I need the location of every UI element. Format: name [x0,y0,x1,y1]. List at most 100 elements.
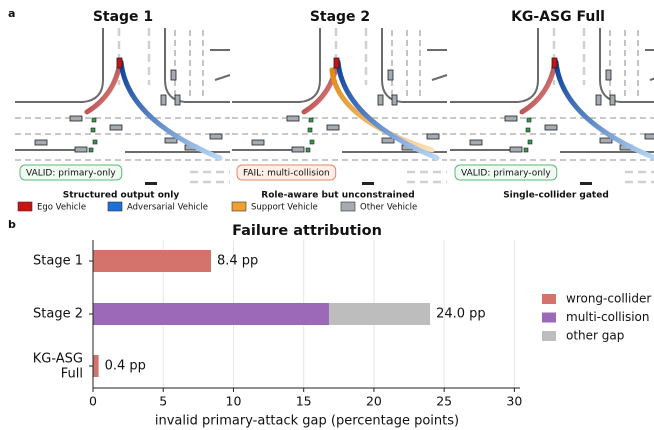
other-vehicle [165,138,177,143]
other-vehicle [292,147,304,152]
bar-segment [93,250,211,272]
other-vehicle [600,138,612,143]
total-label: 0.4 pp [105,359,146,374]
other-vehicle [35,140,47,145]
other-vehicle [392,95,397,105]
marker [526,128,530,132]
other-vehicle [610,95,615,105]
other-vehicle [252,140,264,145]
other-vehicle [427,134,439,139]
road [427,50,447,80]
other-vehicle [470,140,482,145]
other-vehicle [388,70,393,80]
x-tick-label: 5 [159,394,167,409]
legend-swatch [18,202,32,211]
road [175,30,203,100]
other-vehicle [545,125,557,130]
legend-label: Adversarial Vehicle [127,203,208,213]
y-tick-label: Stage 2 [33,307,83,322]
adversarial-trajectory [556,62,654,158]
scene-caption: Single-collider gated [503,191,609,201]
marker [308,128,312,132]
road [407,172,447,182]
x-tick-label: 30 [506,394,522,409]
other-vehicle [171,70,176,80]
x-tick-label: 10 [226,394,242,409]
legend-label: other gap [566,329,624,343]
legend-swatch [542,313,556,323]
other-vehicle [505,116,517,121]
other-vehicle [645,134,654,139]
legend-label: Other Vehicle [360,203,417,213]
car-mark [362,182,374,185]
marker [310,140,314,144]
other-vehicle [75,147,87,152]
other-vehicle [70,116,82,121]
total-label: 8.4 pp [217,254,258,269]
scene-title: Stage 1 [93,9,153,25]
car-mark [580,182,592,185]
other-vehicle [382,138,394,143]
panel-label: b [8,218,16,231]
marker [89,148,93,152]
marker [528,140,532,144]
other-vehicle [327,125,339,130]
marker [524,148,528,152]
bar-segment [93,355,99,377]
x-axis-label: invalid primary-attack gap (percentage p… [155,414,459,429]
legend-label: Support Vehicle [251,203,318,213]
scene [15,28,230,185]
other-vehicle [378,95,383,105]
road [392,30,420,100]
x-tick-label: 15 [296,394,312,409]
road [645,50,654,80]
panel-label: a [8,7,15,20]
total-label: 24.0 pp [436,307,486,322]
other-vehicle [510,147,522,152]
road [610,30,638,100]
legend-label: wrong-collider [566,292,651,306]
scene [450,28,654,185]
ego-vehicle [117,58,122,68]
chart-title: Failure attribution [232,223,382,239]
other-vehicle [596,95,601,105]
ego-vehicle [552,58,557,68]
marker [527,118,531,122]
legend-label: Ego Vehicle [37,203,86,213]
legend-swatch [542,331,556,341]
road [232,118,447,134]
other-vehicle [606,70,611,80]
ego-vehicle [334,58,339,68]
road [190,172,230,182]
legend-label: multi-collision [566,310,649,324]
marker [309,118,313,122]
scene-title: KG-ASG Full [511,9,605,25]
legend-swatch [341,202,355,211]
car-mark [145,182,157,185]
x-tick-label: 25 [436,394,452,409]
legend-swatch [108,202,122,211]
badge-text: FAIL: multi-collision [243,169,330,179]
road [625,172,654,182]
badge-text: VALID: primary-only [26,169,116,179]
scene-title: Stage 2 [310,9,370,25]
scene [232,28,447,185]
other-vehicle [161,95,166,105]
road [600,28,654,102]
badge-text: VALID: primary-only [461,169,551,179]
marker [93,140,97,144]
adversarial-trajectory [121,62,220,158]
marker [91,128,95,132]
marker [306,148,310,152]
road [450,28,538,102]
road [232,28,320,102]
other-vehicle [175,95,180,105]
figure: a b Failure attribution invalid primary-… [0,0,654,430]
legend-swatch [232,202,246,211]
bar-segment [329,303,430,325]
other-vehicle [110,125,122,130]
other-vehicle [287,116,299,121]
road [210,50,230,80]
scene-caption: Role-aware but unconstrained [261,191,414,201]
